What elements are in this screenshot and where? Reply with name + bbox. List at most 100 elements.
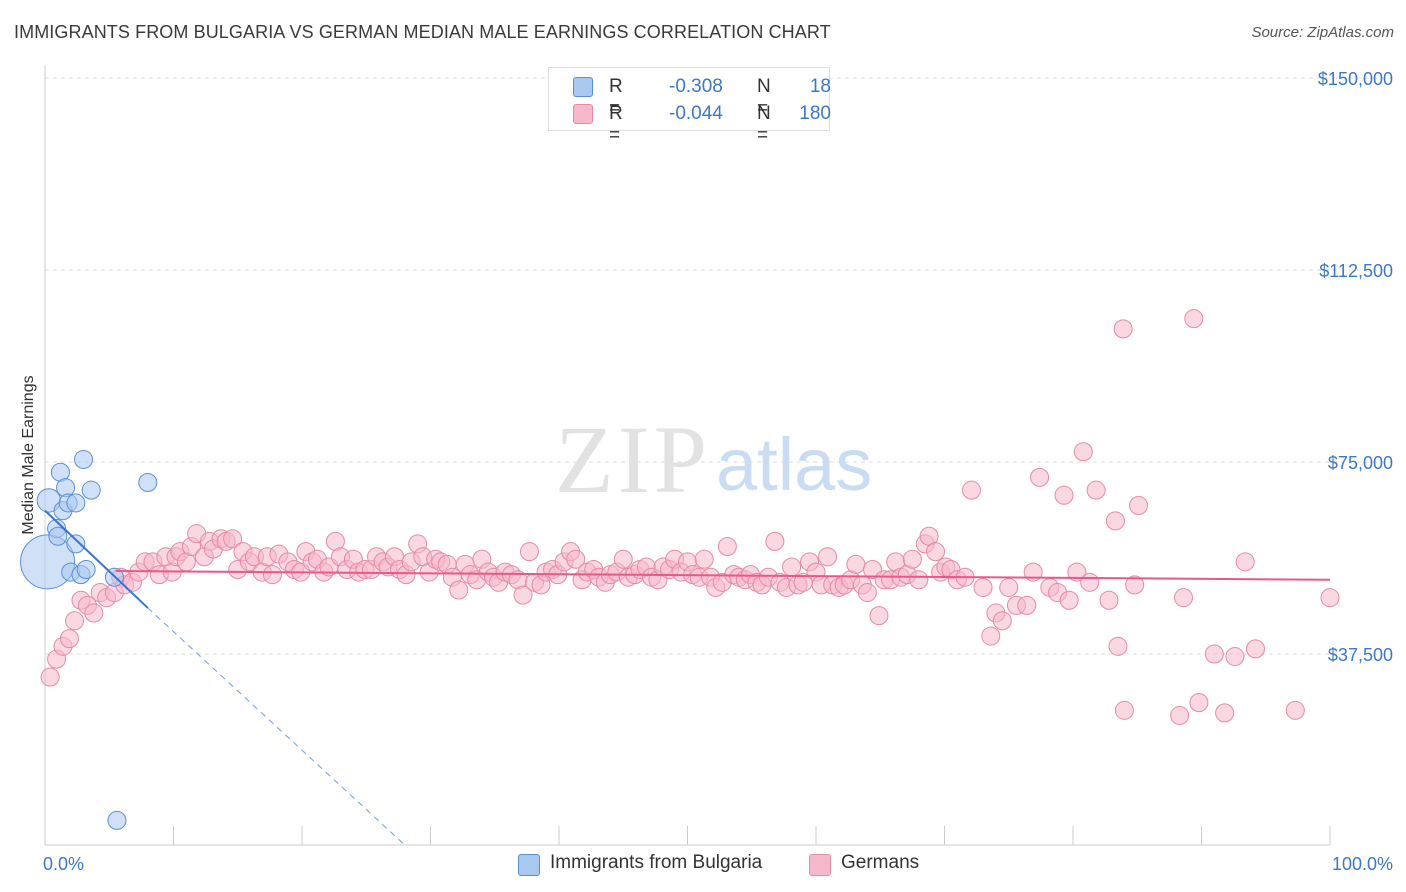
watermark-atlas: atlas: [716, 423, 872, 506]
germans-point: [449, 580, 469, 600]
germans-point: [717, 536, 737, 556]
germans-point: [1086, 480, 1106, 500]
germans-point: [1204, 644, 1224, 664]
source-credit: Source: ZipAtlas.com: [1251, 24, 1394, 41]
bulgaria-point: [76, 560, 96, 580]
y-tick-label: $37,500: [1328, 645, 1393, 665]
germans-point: [1129, 496, 1149, 516]
legend-r-label: R =: [609, 103, 623, 146]
trend-lines: [44, 509, 1331, 846]
germans-point: [1067, 562, 1087, 582]
germans-point: [869, 606, 889, 626]
bulgaria-trend-extension: [147, 607, 406, 846]
germans-point: [926, 542, 946, 562]
germans-point: [1170, 705, 1190, 725]
bulgaria-trend-line: [44, 509, 149, 609]
germans-point: [1245, 639, 1265, 659]
germans-point: [1225, 647, 1245, 667]
germans-trend-line: [115, 570, 1331, 581]
bulgaria-point: [66, 534, 86, 554]
watermark: ZIP atlas: [555, 406, 872, 513]
bottom-legend-swatch-bulgaria: [518, 854, 540, 876]
germans-point: [1105, 511, 1125, 531]
germans-point: [782, 557, 802, 577]
germans-point: [1189, 693, 1209, 713]
germans-point: [694, 549, 714, 569]
axes: [44, 66, 1331, 846]
germans-point: [519, 542, 539, 562]
germans-point: [857, 583, 877, 603]
legend-n-label: N =: [757, 76, 771, 119]
germans-point: [961, 480, 981, 500]
y-tick-label: $150,000: [1318, 69, 1393, 89]
bulgaria-point: [20, 534, 76, 590]
germans-point: [999, 577, 1019, 597]
germans-point: [1054, 485, 1074, 505]
watermark-zip: ZIP: [555, 406, 711, 513]
germans-point: [1030, 467, 1050, 487]
germans-point: [1114, 700, 1134, 720]
germans-point: [59, 629, 79, 649]
germans-point: [1017, 595, 1037, 615]
y-axis-label: Median Male Earnings: [20, 375, 37, 534]
germans-point: [1073, 442, 1093, 462]
bottom-legend-label-bulgaria: Immigrants from Bulgaria: [550, 852, 763, 873]
germans-point: [1059, 590, 1079, 610]
x-tick-label: 100.0%: [1332, 854, 1393, 874]
germans-point: [566, 549, 586, 569]
bottom-legend-swatch-germans: [809, 854, 831, 876]
legend-swatch-germans: [573, 104, 593, 124]
germans-point: [1108, 636, 1128, 656]
correlation-legend: R = -0.308 N = 18 R = -0.044 N = 180: [548, 67, 831, 146]
germans-point: [1125, 575, 1145, 595]
bottom-legend-label-germans: Germans: [841, 852, 920, 873]
germans-point: [981, 626, 1001, 646]
legend-r-label: R =: [609, 76, 623, 119]
germans-point: [84, 603, 104, 623]
germans-point: [1099, 590, 1119, 610]
germans-point: [223, 529, 243, 549]
germans-point: [1023, 562, 1043, 582]
germans-point: [1174, 588, 1194, 608]
germans-point: [909, 570, 929, 590]
germans-point: [262, 565, 282, 585]
legend-n-value: 18: [809, 76, 831, 97]
germans-point: [973, 577, 993, 597]
gridlines: [45, 77, 1392, 655]
germans-point: [513, 585, 533, 605]
bulgaria-point: [138, 472, 158, 492]
germans-point: [902, 549, 922, 569]
germans-point: [1215, 703, 1235, 723]
bulgaria-point: [74, 449, 94, 469]
germans-point: [818, 547, 838, 567]
germans-point: [1285, 700, 1305, 720]
bulgaria-points: [20, 449, 158, 830]
germans-point: [992, 611, 1012, 631]
y-tick-label: $75,000: [1328, 453, 1393, 473]
bulgaria-point: [81, 480, 101, 500]
germans-points: [40, 309, 1340, 725]
x-tick-label: 0.0%: [43, 854, 84, 874]
legend-swatch-bulgaria: [573, 77, 593, 97]
germans-point: [40, 667, 60, 687]
germans-point: [1320, 588, 1340, 608]
bulgaria-point: [107, 810, 127, 830]
bulgaria-point: [48, 526, 68, 546]
legend-r-value: -0.044: [669, 103, 723, 124]
germans-point: [65, 611, 85, 631]
germans-point: [1184, 309, 1204, 329]
chart-title: IMMIGRANTS FROM BULGARIA VS GERMAN MEDIA…: [14, 22, 831, 42]
germans-point: [765, 531, 785, 551]
legend-n-label: N =: [757, 103, 771, 146]
y-tick-label: $112,500: [1319, 261, 1393, 281]
bulgaria-point: [66, 493, 86, 513]
germans-point: [1080, 572, 1100, 592]
legend-r-value: -0.308: [669, 76, 723, 97]
germans-point: [1113, 319, 1133, 339]
tick-labels: $37,500 $75,000 $112,500 $150,000 0.0% 100.0%: [43, 69, 1393, 874]
germans-point: [846, 554, 866, 574]
germans-point: [613, 549, 633, 569]
germans-point: [1235, 552, 1255, 572]
legend-n-value: 180: [799, 103, 831, 124]
